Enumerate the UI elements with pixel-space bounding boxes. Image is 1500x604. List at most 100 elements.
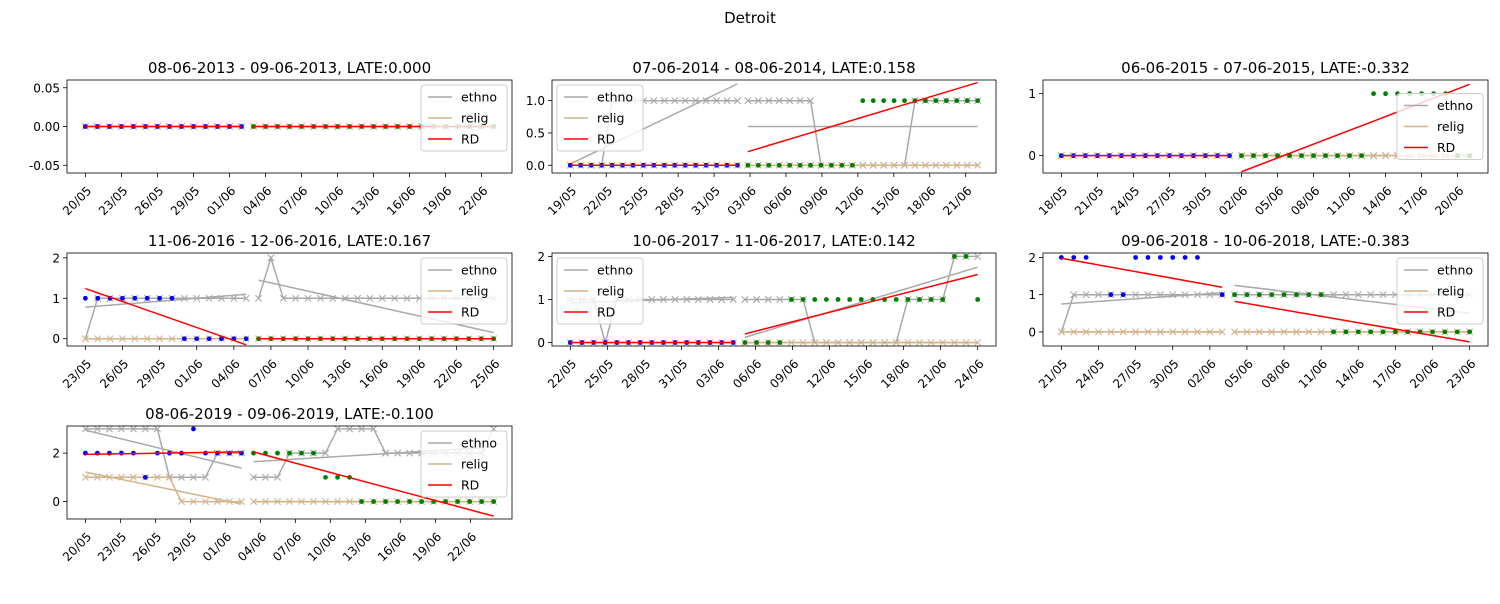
y-tick-label: 0.5 — [526, 126, 545, 140]
ethno-marker — [671, 97, 679, 105]
x-tick-label: 09/06 — [797, 184, 831, 218]
post-point — [1232, 292, 1237, 298]
y-tick-label: 0.05 — [33, 81, 60, 95]
post-point — [1442, 329, 1448, 335]
subplot-3: 06-06-2015 - 07-06-2015, LATE:-0.332 18/0… — [1028, 59, 1489, 218]
legend-label-relig: relig — [461, 111, 488, 126]
ethno-marker — [141, 425, 149, 433]
post-point — [940, 297, 946, 302]
ethno-marker — [153, 425, 162, 433]
relig-marker — [129, 473, 137, 481]
legend: ethno relig RD — [556, 84, 644, 152]
x-tick-label: 16/06 — [384, 184, 418, 218]
post-point — [323, 474, 328, 480]
x-tick-label: 11/06 — [1296, 357, 1330, 391]
x-tick-label: 20/05 — [60, 184, 94, 218]
pre-point — [143, 474, 148, 480]
x-tick-label: 19/06 — [420, 184, 454, 218]
x-tick-label: 07/06 — [276, 184, 310, 218]
ethno-marker — [1206, 291, 1214, 299]
x-tick-label: 10/06 — [312, 184, 346, 218]
subplot-6: 09-06-2018 - 10-06-2018, LATE:-0.383 21/0… — [1028, 232, 1489, 391]
axes-frame — [66, 425, 513, 520]
ethno-marker — [333, 425, 342, 433]
post-point — [765, 340, 771, 345]
post-point — [1251, 153, 1256, 159]
y-tick-label: 1 — [52, 292, 60, 306]
pre-point — [191, 426, 196, 432]
legend: ethno relig RD — [420, 430, 508, 498]
ethno-marker — [1367, 291, 1375, 299]
ethno-marker — [1132, 291, 1140, 299]
post-point — [1430, 329, 1435, 335]
post-point — [1335, 153, 1340, 159]
post-point — [1239, 153, 1244, 159]
relig-marker — [974, 338, 982, 347]
ethno-marker — [764, 295, 772, 304]
y-tick-label: 0.0 — [526, 159, 545, 173]
legend-label-rd: RD — [597, 305, 615, 320]
ethno-marker — [357, 425, 366, 433]
x-tick-label: 28/05 — [653, 184, 687, 218]
ethno-marker — [105, 425, 113, 433]
x-tick-label: 14/06 — [1360, 184, 1394, 218]
subplot-title: 07-06-2014 - 08-06-2014, LATE:0.158 — [632, 59, 915, 77]
x-tick-label: 15/06 — [841, 357, 875, 391]
post-point — [1355, 329, 1361, 335]
ethno-marker — [650, 97, 658, 105]
x-tick-label: 13/06 — [348, 184, 382, 218]
post-point — [905, 297, 911, 302]
ethno-marker — [754, 97, 762, 105]
pre-point — [1145, 255, 1151, 260]
post-point — [359, 499, 364, 504]
ethno-marker — [733, 97, 742, 105]
y-tick-label: 1 — [1028, 87, 1036, 101]
ethno-marker — [765, 97, 773, 105]
x-tick-label: 22/06 — [445, 530, 479, 564]
x-tick-label: 21/05 — [1072, 184, 1106, 218]
pre-point — [1083, 255, 1089, 260]
ethno-fit-post — [744, 266, 978, 339]
legend-box — [420, 257, 508, 325]
post-point — [964, 98, 970, 104]
subplot-5: 10-06-2017 - 11-06-2017, LATE:0.142 22/05… — [537, 232, 997, 391]
legend-label-relig: relig — [461, 284, 488, 299]
x-tick-label: 04/06 — [235, 530, 269, 564]
x-tick-label: 04/06 — [240, 184, 274, 218]
ethno-marker — [660, 97, 668, 105]
x-tick-label: 23/05 — [60, 357, 94, 391]
legend-label-ethno: ethno — [461, 436, 497, 451]
ethno-marker — [744, 97, 752, 105]
pre-point — [219, 336, 224, 342]
x-tick-label: 26/05 — [130, 530, 164, 564]
relig-marker — [1230, 328, 1239, 336]
y-tick-label: 2 — [52, 251, 60, 265]
subplot-title: 11-06-2016 - 12-06-2016, LATE:0.167 — [148, 232, 431, 250]
post-point — [902, 98, 907, 104]
x-tick-label: 24/05 — [1073, 357, 1107, 391]
y-tick-label: 0 — [52, 495, 60, 509]
axes-frame — [1042, 79, 1489, 174]
legend-label-relig: relig — [1437, 284, 1464, 299]
x-tick-label: 16/06 — [357, 357, 391, 391]
post-point — [1294, 292, 1299, 298]
x-tick-label: 24/05 — [1108, 184, 1142, 218]
x-tick-label: 20/05 — [60, 530, 94, 564]
legend-box — [420, 430, 508, 498]
pre-point — [157, 295, 163, 301]
pre-point — [1170, 255, 1176, 260]
x-tick-label: 14/06 — [1333, 357, 1367, 391]
post-point — [777, 340, 783, 345]
relig-marker — [153, 473, 162, 481]
ethno-marker — [1094, 291, 1103, 299]
legend-label-rd: RD — [1437, 305, 1455, 320]
legend-box — [1396, 257, 1484, 325]
post-point — [1306, 292, 1312, 298]
post-point — [789, 297, 794, 302]
post-point — [299, 450, 304, 456]
y-tick-label: 0 — [537, 336, 545, 350]
x-tick-label: 20/06 — [1407, 357, 1441, 391]
post-point — [335, 474, 340, 480]
legend-label-relig: relig — [1437, 119, 1464, 134]
